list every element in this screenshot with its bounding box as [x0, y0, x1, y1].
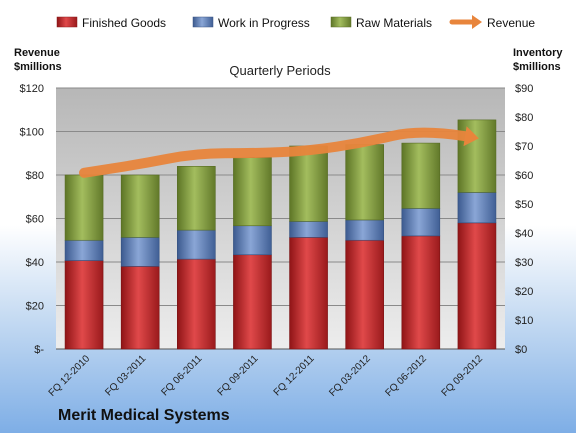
bar-finished-goods-fq-12-2010 [64, 260, 104, 350]
bars [64, 119, 497, 350]
bar-work-in-progress-fq-12-2010 [64, 239, 104, 261]
bar-raw-materials-fq-09-2011 [233, 157, 272, 227]
x-tick-fq-06-2011: FQ 06-2011 [159, 353, 204, 398]
bar-raw-materials-fq-03-2011 [120, 174, 160, 238]
bar-raw-materials-fq-06-2012 [401, 142, 441, 209]
bar-finished-goods-fq-09-2012 [457, 222, 497, 350]
left-axis-title-line1: Revenue [14, 47, 60, 59]
x-axis-ticks: FQ 12-2010 FQ 03-2011 FQ 06-2011 FQ 09-2011… [47, 353, 486, 399]
chart-title: Quarterly Periods [229, 63, 331, 78]
left-tick-20: $20 [26, 301, 44, 313]
bar-finished-goods-fq-06-2012 [401, 235, 441, 350]
right-tick-80: $80 [515, 112, 533, 124]
left-tick-40: $40 [26, 257, 44, 269]
bar-raw-materials-fq-09-2012 [457, 119, 497, 193]
right-tick-50: $50 [515, 199, 533, 211]
bar-finished-goods-fq-03-2012 [345, 239, 384, 350]
left-tick-120: $120 [20, 83, 44, 95]
bar-finished-goods-fq-09-2011 [233, 254, 272, 350]
x-tick-fq-12-2011: FQ 12-2011 [272, 353, 317, 398]
legend-label-revenue: Revenue [487, 16, 535, 30]
right-tick-70: $70 [515, 141, 533, 153]
legend-label-finished-goods: Finished Goods [82, 16, 166, 30]
legend-swatch-work-in-progress [192, 16, 214, 28]
right-axis-title-line1: Inventory [513, 47, 563, 59]
legend-swatch-raw-materials [330, 16, 352, 28]
bar-work-in-progress-fq-06-2011 [177, 229, 216, 260]
bar-raw-materials-fq-12-2010 [64, 174, 104, 241]
x-tick-fq-09-2012: FQ 09-2012 [440, 353, 486, 399]
bar-finished-goods-fq-03-2011 [120, 266, 160, 350]
revenue-line-path [79, 127, 471, 178]
bar-work-in-progress-fq-03-2011 [120, 237, 160, 267]
legend-swatch-revenue-arrowhead [472, 15, 482, 29]
bar-raw-materials-fq-12-2011 [289, 145, 328, 222]
bar-raw-materials-fq-03-2012 [345, 144, 384, 221]
right-tick-60: $60 [515, 170, 533, 182]
bar-work-in-progress-fq-06-2012 [401, 208, 441, 237]
x-tick-fq-06-2012: FQ 06-2012 [383, 353, 429, 399]
revenue-line [79, 126, 479, 178]
x-tick-fq-03-2011: FQ 03-2011 [103, 353, 148, 398]
right-axis-ticks: $0 $10 $20 $30 $40 $50 $60 $70 $80 $90 [515, 83, 533, 356]
right-tick-40: $40 [515, 228, 533, 240]
right-tick-20: $20 [515, 286, 533, 298]
x-tick-fq-12-2010: FQ 12-2010 [47, 353, 93, 399]
left-tick-60: $60 [26, 214, 44, 226]
right-tick-0: $0 [515, 344, 527, 356]
left-axis-ticks: $- $20 $40 $60 $80 $100 $120 [20, 83, 45, 356]
revenue-arrowhead [463, 126, 479, 147]
bar-finished-goods-fq-12-2011 [289, 237, 328, 350]
right-tick-90: $90 [515, 83, 533, 95]
bar-work-in-progress-fq-03-2012 [345, 219, 384, 241]
right-axis-title-line2: $millions [513, 61, 561, 73]
legend-swatch-finished-goods [56, 16, 78, 28]
left-axis-title-line2: $millions [14, 61, 62, 73]
bar-finished-goods-fq-06-2011 [177, 258, 216, 350]
legend-label-raw-materials: Raw Materials [356, 16, 432, 30]
x-tick-fq-03-2012: FQ 03-2012 [327, 353, 373, 399]
x-tick-fq-09-2011: FQ 09-2011 [216, 353, 261, 398]
bar-raw-materials-fq-06-2011 [177, 166, 216, 231]
left-tick-100: $100 [20, 127, 44, 139]
legend-label-work-in-progress: Work in Progress [218, 16, 310, 30]
bar-work-in-progress-fq-09-2012 [457, 192, 497, 224]
company-name: Merit Medical Systems [58, 407, 230, 424]
bar-work-in-progress-fq-12-2011 [289, 221, 328, 238]
right-tick-10: $10 [515, 315, 533, 327]
bar-work-in-progress-fq-09-2011 [233, 225, 272, 256]
left-tick-0: $- [34, 344, 44, 356]
right-tick-30: $30 [515, 257, 533, 269]
legend: Finished Goods Work in Progress Raw Mate… [56, 15, 535, 30]
left-tick-80: $80 [26, 170, 44, 182]
